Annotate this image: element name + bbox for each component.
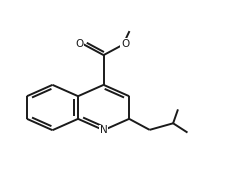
Text: O: O (75, 39, 84, 49)
Text: N: N (100, 125, 108, 135)
Text: O: O (121, 39, 129, 49)
